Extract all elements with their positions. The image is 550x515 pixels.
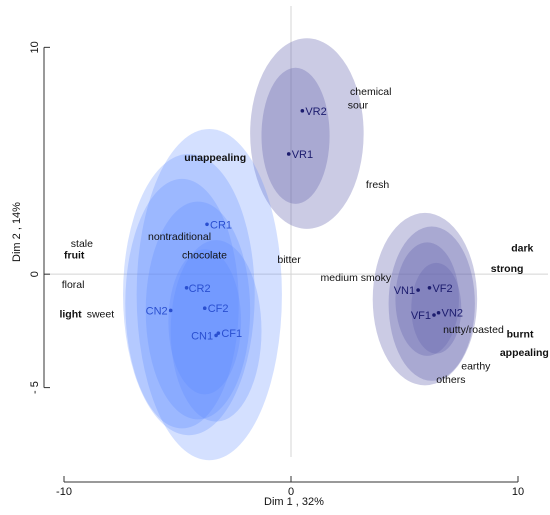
y-tick-label: 0 — [29, 271, 41, 277]
x-tick-label: 10 — [512, 486, 524, 498]
attribute-label: stale — [71, 238, 93, 250]
confidence-ellipse-c — [125, 178, 239, 429]
sample-point-cn1 — [214, 333, 218, 338]
confidence-ellipses — [123, 38, 478, 461]
confidence-ellipse-v — [395, 242, 459, 356]
attribute-label: sweet — [87, 308, 115, 320]
attribute-label: dark — [511, 243, 533, 255]
sample-point-cf1 — [216, 331, 221, 335]
sample-point-cr1 — [205, 222, 209, 227]
confidence-ellipse-c — [168, 249, 242, 395]
sample-label: VN2 — [442, 308, 463, 320]
confidence-ellipse-vr — [250, 38, 364, 229]
confidence-ellipse-c — [170, 240, 262, 422]
attribute-label: chemical — [350, 86, 391, 98]
attribute-label: strong — [491, 263, 524, 275]
x-axis-title: Dim 1 , 32% — [264, 496, 324, 508]
attribute-label: nontraditional — [148, 231, 211, 243]
attribute-labels: chemical sour unappealing fresh nontradition… — [59, 86, 548, 386]
sample-point-vf1 — [432, 313, 436, 317]
sample-point-vn1 — [416, 288, 420, 292]
attribute-label: fruit — [64, 249, 85, 261]
attribute-label: burnt — [507, 329, 534, 341]
sample-label: CN1 — [191, 330, 213, 342]
sample-label: VF1 — [411, 310, 431, 322]
confidence-ellipse-c — [136, 129, 282, 461]
y-tick-label: 10 — [29, 41, 41, 53]
sample-label: VF2 — [432, 283, 452, 295]
sample-label: CR2 — [189, 283, 211, 295]
sample-label: VR2 — [305, 106, 326, 118]
attribute-label: sour — [348, 100, 369, 112]
attribute-label: appealing — [500, 347, 549, 359]
sample-point-vf2 — [427, 285, 432, 290]
attribute-label: nutty/roasted — [443, 324, 504, 336]
y-tick-label: - 5 — [29, 381, 41, 394]
sample-point-vr1 — [286, 152, 291, 156]
axes: -10 0 10 - 5 0 10 — [29, 41, 524, 498]
sample-points: VR2 VR1 CR1 CR2 CF2 CN2 CN1 CF1 VN1 VF2 VF1 VN2 — [146, 106, 463, 343]
sample-label: CF2 — [208, 303, 229, 315]
confidence-ellipse-v — [411, 262, 462, 354]
sample-label: CF1 — [221, 328, 242, 340]
confidence-ellipse-c — [123, 153, 255, 436]
confidence-ellipse-v — [372, 212, 478, 386]
x-tick-label: -10 — [56, 486, 72, 498]
sample-point-cr2 — [184, 285, 189, 290]
attribute-label: bitter — [277, 254, 301, 266]
attribute-label: others — [436, 374, 465, 386]
sample-label: CN2 — [146, 305, 168, 317]
attribute-label: earthy — [461, 360, 491, 372]
reference-lines — [44, 6, 548, 457]
attribute-label: chocolate — [182, 249, 227, 261]
sample-label: VN1 — [394, 285, 415, 297]
sample-point-cf2 — [202, 306, 207, 311]
sample-point-vr2 — [300, 109, 305, 113]
attribute-label: unappealing — [184, 152, 246, 164]
sample-point-vn2 — [436, 310, 441, 315]
confidence-ellipse-c — [145, 201, 251, 420]
x-tick-label: 0 — [288, 486, 294, 498]
attribute-label: light — [59, 308, 82, 320]
sample-point-cn2 — [168, 308, 173, 313]
confidence-ellipse-v — [388, 226, 475, 381]
attribute-label: floral — [62, 279, 85, 291]
attribute-label: fresh — [366, 179, 390, 191]
confidence-ellipse-vr — [261, 67, 330, 204]
y-axis-title: Dim 2 , 14% — [11, 202, 23, 262]
sample-label: CR1 — [210, 219, 232, 231]
sample-label: VR1 — [292, 149, 313, 161]
attribute-label: medium smoky — [321, 272, 392, 284]
